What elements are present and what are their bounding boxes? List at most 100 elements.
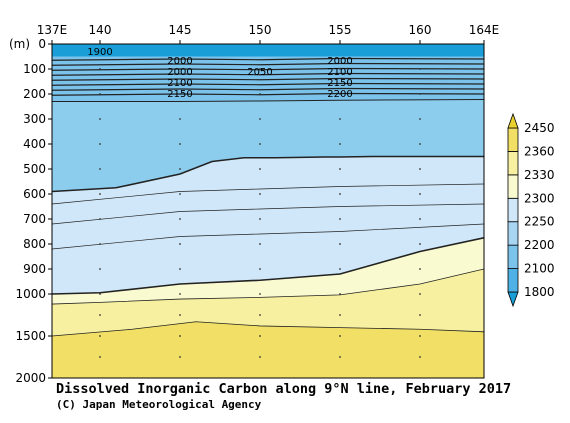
contour-line-mid-0 [52, 183, 484, 205]
contour-label: 1900 [87, 47, 112, 58]
station-dot [179, 243, 181, 245]
x-tick-label: 164E [469, 23, 500, 37]
station-dot [339, 168, 341, 170]
plot-frame [51, 43, 485, 379]
station-dot [339, 118, 341, 120]
station-dot [259, 68, 261, 70]
station-dot [179, 118, 181, 120]
x-tick-label: 150 [249, 23, 272, 37]
x-tick-label: 137E [37, 23, 68, 37]
contour-line-5 [52, 82, 484, 86]
colorbar-label: 2250 [524, 215, 555, 229]
contour-label: 2100 [327, 67, 352, 78]
colorbar-swatch [507, 268, 519, 293]
chart-credit: (C) Japan Meteorological Agency [56, 398, 262, 411]
station-dot [99, 168, 101, 170]
station-dot [179, 335, 181, 337]
y-tick-label: 500 [23, 162, 46, 176]
station-dot [99, 314, 101, 316]
contour-label: 2000 [167, 67, 192, 78]
y-tick-label: 200 [23, 87, 46, 101]
y-tick-label: 700 [23, 212, 46, 226]
colorbar-label: 2200 [524, 238, 555, 252]
x-tick-label: 155 [329, 23, 352, 37]
y-tick-label: 900 [23, 262, 46, 276]
station-dot [259, 293, 261, 295]
colorbar-swatch [507, 244, 519, 269]
y-tick-label: 1000 [15, 287, 46, 301]
station-dot [419, 293, 421, 295]
station-dot [339, 93, 341, 95]
contour-label: 2050 [247, 67, 272, 78]
band-2100 [52, 56, 484, 102]
station-dot [419, 118, 421, 120]
colorbar-label: 2360 [524, 144, 555, 158]
band-2360 [52, 321, 484, 378]
station-dot [99, 143, 101, 145]
y-tick-label: 800 [23, 237, 46, 251]
station-dots [99, 68, 421, 358]
contour-line-0 [52, 57, 484, 61]
y-tick-label: 1500 [15, 329, 46, 343]
contour-line-4 [52, 77, 484, 81]
station-dot [339, 335, 341, 337]
contour-label: 2150 [327, 78, 352, 89]
colorbar-label: 2450 [524, 121, 555, 135]
y-tick-label: 600 [23, 187, 46, 201]
contour-label: 2000 [167, 56, 192, 67]
x-tick-label: 145 [169, 23, 192, 37]
station-dot [419, 218, 421, 220]
station-dot [339, 143, 341, 145]
band-2300 [52, 237, 484, 305]
station-dot [99, 93, 101, 95]
station-dot [259, 143, 261, 145]
station-dot [419, 143, 421, 145]
station-dot [99, 293, 101, 295]
band-2250 [52, 156, 484, 294]
station-dot [99, 193, 101, 195]
station-dot [99, 218, 101, 220]
contour-label: 2100 [167, 78, 192, 89]
contour-line-2250 [52, 155, 484, 193]
station-dot [179, 168, 181, 170]
y-tick-label: 300 [23, 112, 46, 126]
contour-line-2300 [52, 236, 484, 295]
contour-line-mid-2 [52, 223, 484, 250]
colorbar-swatch [507, 221, 519, 246]
station-dot [259, 93, 261, 95]
contour-line-mid-1 [52, 203, 484, 225]
station-dot [419, 93, 421, 95]
station-dot [339, 68, 341, 70]
station-dot [99, 356, 101, 358]
station-dot [259, 168, 261, 170]
band-1800 [52, 44, 484, 57]
y-tick-label: 2000 [15, 371, 46, 385]
chart-title: Dissolved Inorganic Carbon along 9°N lin… [56, 381, 512, 397]
x-axis: 137E 140 145 150 155 160 164E [37, 23, 500, 44]
colorbar-max-arrow [507, 112, 519, 129]
station-dot [259, 193, 261, 195]
station-dot [259, 243, 261, 245]
station-dot [419, 68, 421, 70]
station-dot [339, 268, 341, 270]
station-dot [179, 93, 181, 95]
station-dot [339, 193, 341, 195]
colorbar-swatch [507, 127, 519, 152]
colorbar: 1800 2100 2200 2250 2300 2330 2360 2450 [507, 112, 555, 308]
station-dot [99, 118, 101, 120]
station-dot [419, 193, 421, 195]
contour-line-2200 [52, 99, 484, 102]
station-dot [179, 193, 181, 195]
station-dot [419, 243, 421, 245]
station-dot [179, 218, 181, 220]
y-tick-label: 100 [23, 62, 46, 76]
station-dot [99, 335, 101, 337]
y-axis: (m) 0 100 200 300 400 500 600 700 800 900 1000 1500 2… [9, 37, 52, 385]
contour-line-2360 [52, 321, 484, 337]
station-dot [259, 335, 261, 337]
station-dot [179, 268, 181, 270]
colorbar-label: 2300 [524, 191, 555, 205]
colorbar-label: 1800 [524, 285, 555, 299]
station-dot [339, 243, 341, 245]
station-dot [419, 168, 421, 170]
